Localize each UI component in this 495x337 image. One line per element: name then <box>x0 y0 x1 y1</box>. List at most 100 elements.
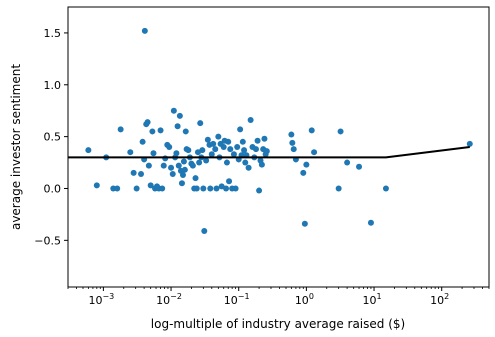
data-point <box>258 161 265 168</box>
data-point <box>176 112 183 119</box>
y-ticks: 1.5 1.0 0.5 0.0 −0.5 <box>34 27 68 247</box>
data-point <box>204 136 211 143</box>
data-point <box>344 159 351 166</box>
data-point <box>303 161 310 168</box>
data-point <box>311 149 318 156</box>
data-point <box>180 158 187 165</box>
data-point <box>289 139 296 146</box>
data-point <box>263 148 270 155</box>
data-point <box>114 185 121 192</box>
y-tick-label: 1.5 <box>44 27 62 40</box>
x-tick-label: 102 <box>430 292 449 307</box>
data-point <box>232 185 239 192</box>
data-point <box>239 138 246 145</box>
data-point <box>207 185 214 192</box>
y-axis-label: average investor sentiment <box>9 64 23 230</box>
data-point <box>337 128 344 135</box>
data-point <box>382 185 389 192</box>
x-tick-label: 10−3 <box>88 292 114 307</box>
x-axis-label: log-multiple of industry average raised … <box>151 317 405 331</box>
data-point <box>139 138 146 145</box>
data-point <box>215 133 222 140</box>
data-point <box>356 163 363 170</box>
data-point <box>178 180 185 187</box>
data-point <box>227 146 234 153</box>
plot-frame <box>67 6 490 288</box>
data-point <box>203 157 210 164</box>
data-point <box>130 169 137 176</box>
data-point <box>213 185 220 192</box>
data-point <box>223 185 230 192</box>
data-point <box>192 175 199 182</box>
data-point <box>466 140 473 147</box>
data-point <box>225 138 232 145</box>
data-point <box>230 151 237 158</box>
data-point <box>223 159 230 166</box>
y-tick-label: 1.0 <box>44 79 62 92</box>
data-point <box>254 137 261 144</box>
data-point <box>301 220 308 227</box>
x-tick-label: 10−2 <box>156 292 182 307</box>
data-point <box>256 187 263 194</box>
data-point <box>170 107 177 114</box>
data-point <box>169 170 176 177</box>
data-points <box>85 27 473 234</box>
data-point <box>199 147 206 154</box>
data-point <box>234 144 241 150</box>
data-point <box>138 170 145 177</box>
data-point <box>290 146 297 153</box>
data-point <box>335 185 342 192</box>
data-point <box>308 127 315 134</box>
data-point <box>247 117 254 124</box>
data-point <box>144 119 151 126</box>
data-point <box>85 147 92 154</box>
x-tick-label: 10−1 <box>224 292 250 307</box>
trend-line <box>68 146 470 159</box>
data-point <box>288 131 295 138</box>
y-tick-label: −0.5 <box>34 234 61 247</box>
data-point <box>208 151 215 158</box>
data-point <box>117 126 124 133</box>
data-point <box>159 185 166 192</box>
data-point <box>166 144 173 150</box>
data-point <box>200 185 207 192</box>
x-ticks: 10−3 10−2 10−1 100 101 102 <box>67 287 490 307</box>
data-point <box>133 185 140 192</box>
data-point <box>168 164 175 171</box>
data-point <box>147 182 154 189</box>
data-point <box>197 120 204 127</box>
data-point <box>93 182 100 189</box>
data-point <box>182 128 189 135</box>
data-point <box>242 159 249 166</box>
data-point <box>210 140 217 147</box>
data-point <box>237 126 244 133</box>
data-point <box>252 146 259 153</box>
y-tick-label: 0.5 <box>44 131 62 144</box>
data-point <box>160 162 167 169</box>
data-point <box>175 162 182 169</box>
data-point <box>179 172 186 178</box>
data-point <box>241 147 248 154</box>
data-point <box>162 155 169 162</box>
data-point <box>300 169 307 176</box>
data-point <box>157 127 164 134</box>
data-point <box>212 146 219 153</box>
data-point <box>150 150 157 157</box>
y-tick-label: 0.0 <box>44 182 62 195</box>
data-point <box>245 164 252 171</box>
data-point <box>201 228 208 234</box>
data-point <box>174 123 181 130</box>
data-point <box>220 144 227 150</box>
x-tick-label: 101 <box>362 292 381 307</box>
trend-line-path <box>68 146 470 159</box>
data-point <box>193 185 200 192</box>
data-point <box>196 159 203 166</box>
data-point <box>261 135 268 142</box>
data-point <box>149 128 156 135</box>
data-point <box>145 162 152 169</box>
data-point <box>141 27 148 34</box>
data-point <box>226 178 233 185</box>
data-point <box>189 162 196 169</box>
data-point <box>127 149 134 156</box>
